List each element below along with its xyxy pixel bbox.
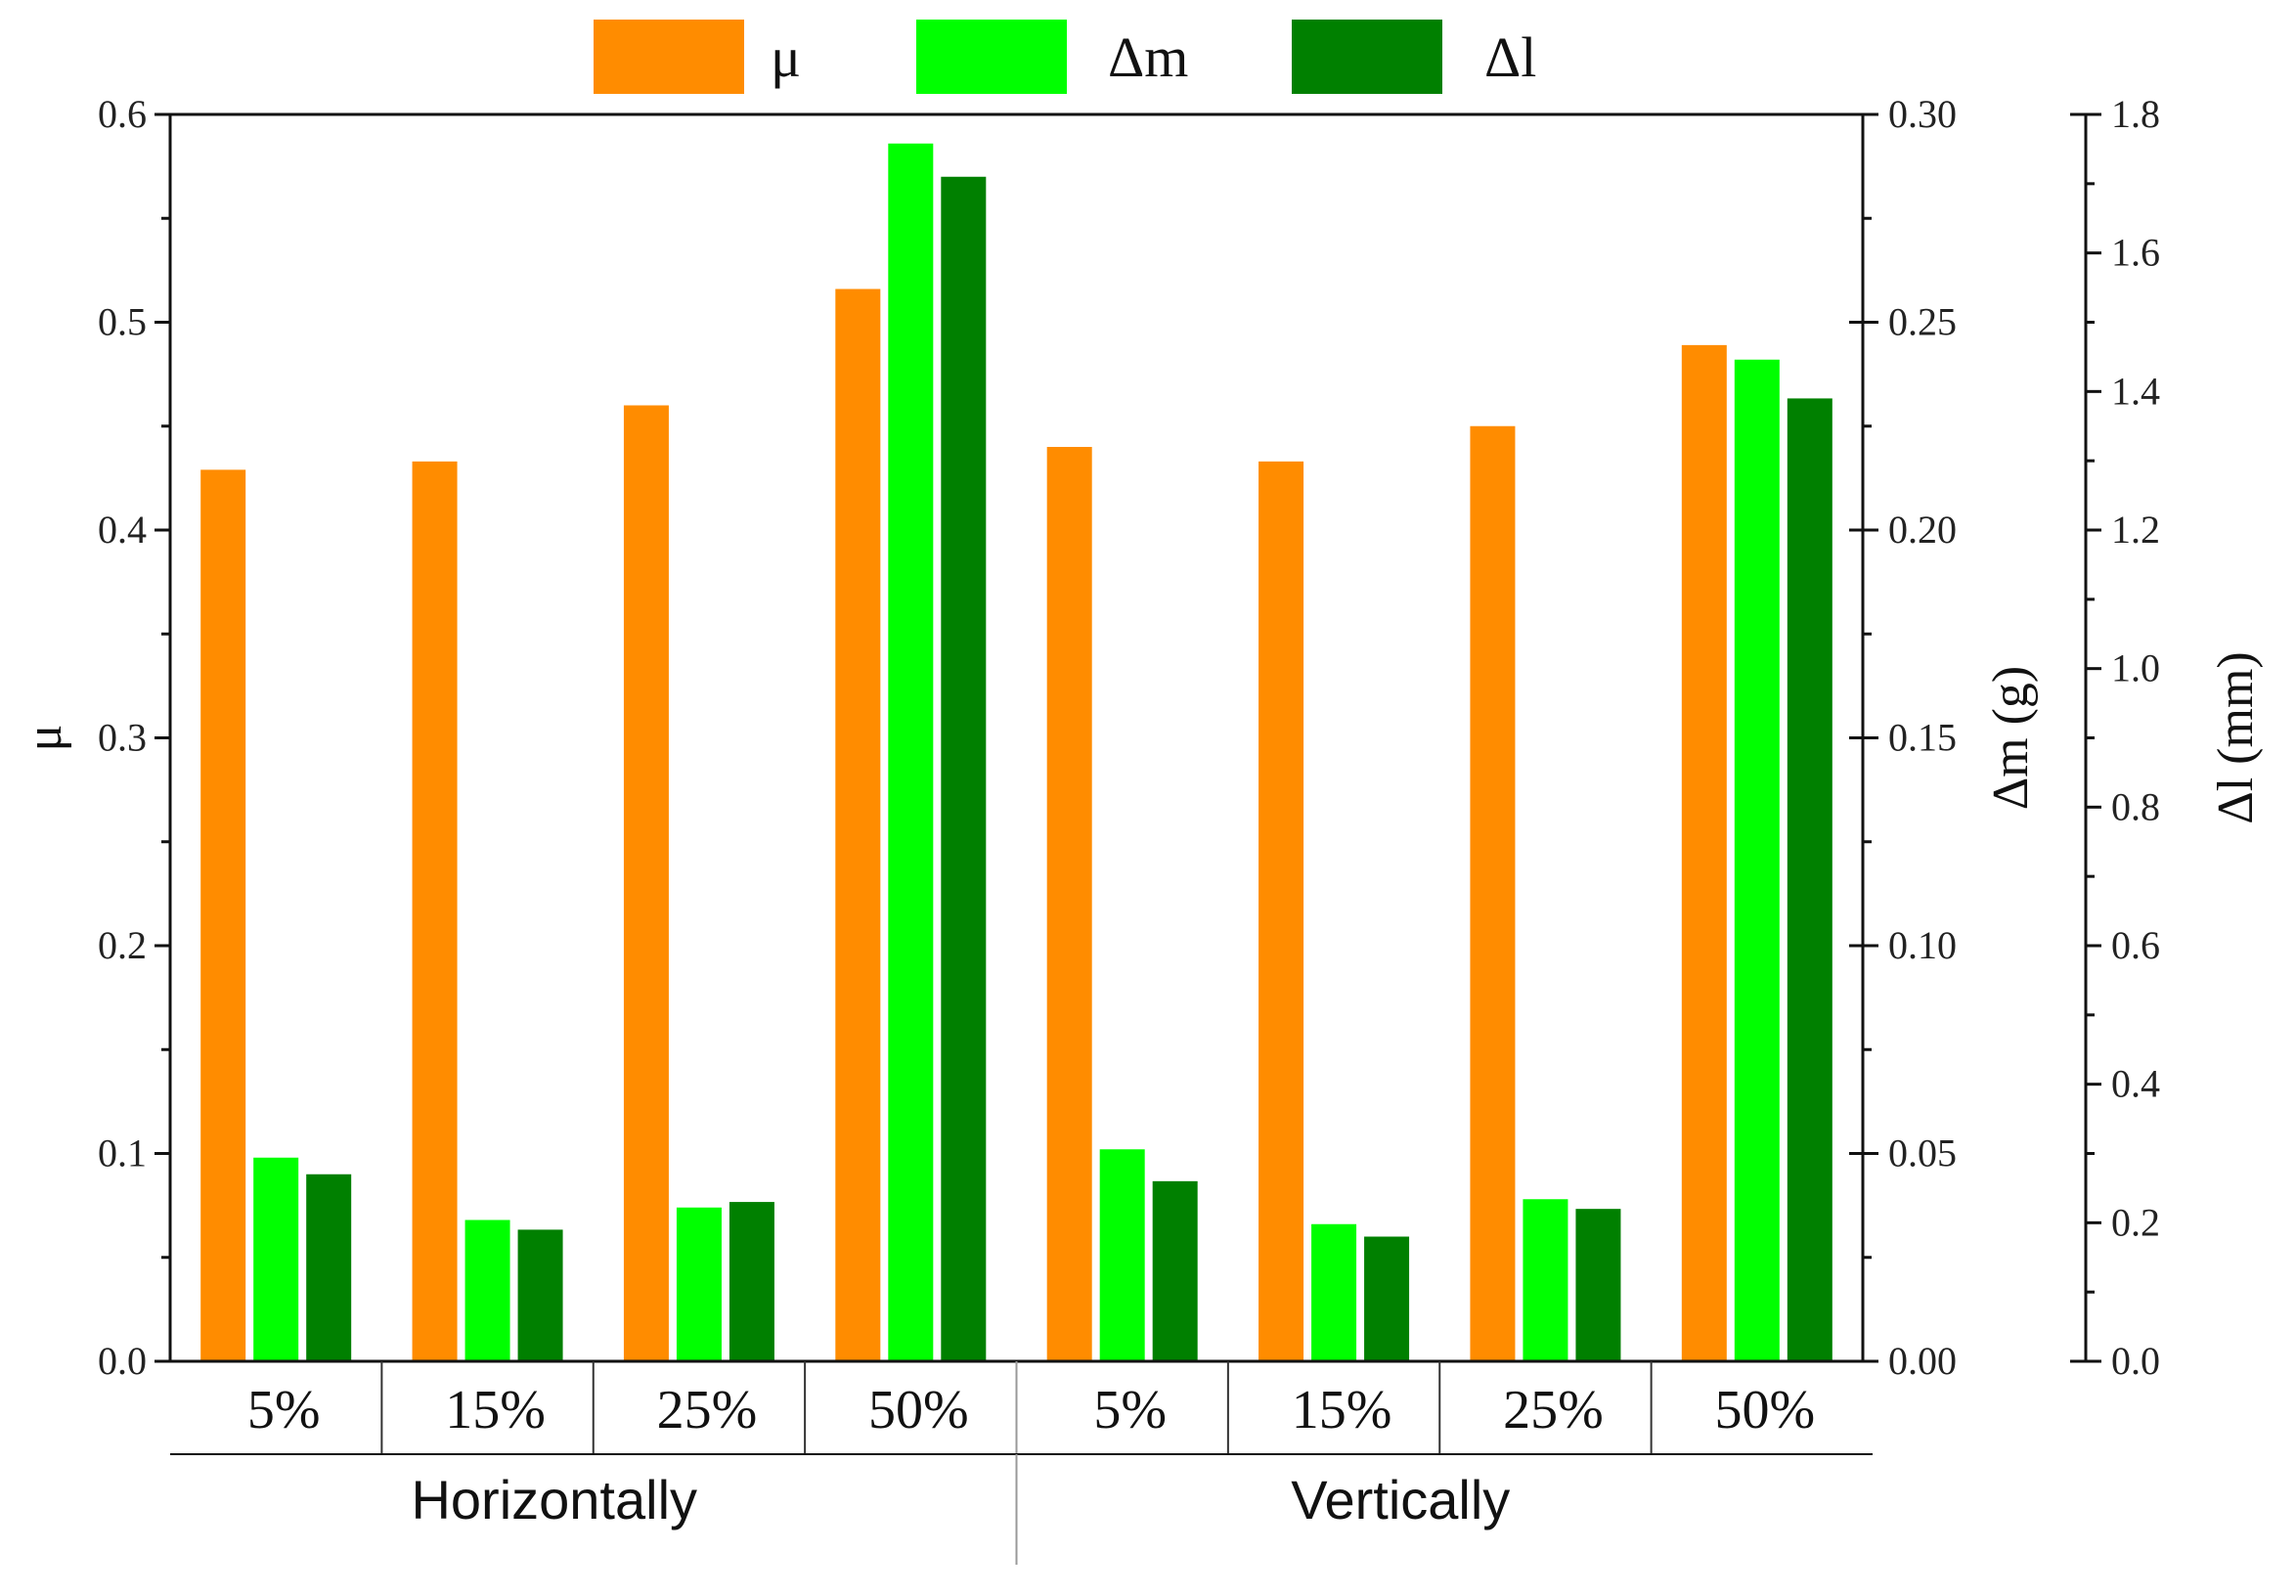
bar-mu bbox=[1046, 447, 1092, 1361]
bar-mu bbox=[1258, 461, 1304, 1361]
y-left-tick-label: 0.4 bbox=[98, 508, 147, 552]
y-right1-tick-label: 0.10 bbox=[1888, 923, 1957, 967]
bar-mu bbox=[1681, 344, 1727, 1361]
y-left-tick-label: 0.2 bbox=[98, 923, 147, 967]
x-category-label: 15% bbox=[445, 1380, 546, 1441]
x-category-label: 50% bbox=[1714, 1380, 1815, 1441]
y-left-tick-label: 0.3 bbox=[98, 716, 147, 760]
y-right1-tick-label: 0.15 bbox=[1888, 716, 1957, 760]
y-right2-tick-label: 0.8 bbox=[2111, 784, 2160, 828]
legend-swatch bbox=[1292, 20, 1442, 94]
y-right2-axis-title: Δl (mm) bbox=[2208, 651, 2264, 823]
y-right1-tick-label: 0.25 bbox=[1888, 300, 1957, 344]
legend-label: Δl bbox=[1484, 25, 1536, 89]
bar-dl bbox=[941, 176, 987, 1361]
bar-mu bbox=[1470, 425, 1516, 1361]
x-category-label: 5% bbox=[247, 1380, 321, 1441]
x-category-label: 5% bbox=[1093, 1380, 1167, 1441]
y-right1-tick-label: 0.00 bbox=[1888, 1339, 1957, 1383]
x-category-label: 25% bbox=[1503, 1380, 1604, 1441]
x-category-label: 25% bbox=[657, 1380, 758, 1441]
legend-swatch bbox=[594, 20, 744, 94]
bar-dm bbox=[253, 1157, 299, 1361]
y-right2-tick-label: 0.2 bbox=[2111, 1200, 2160, 1244]
x-group-label: Horizontally bbox=[411, 1469, 697, 1530]
y-right2-tick-label: 1.4 bbox=[2111, 369, 2160, 413]
category-labels: 5% 15% 25% 50% 5% 15% 25% 50% Horizontally Vertic… bbox=[170, 1361, 1873, 1565]
y-left-tick-label: 0.1 bbox=[98, 1131, 147, 1175]
x-category-label: 50% bbox=[868, 1380, 969, 1441]
y-left-tick-label: 0.5 bbox=[98, 300, 147, 344]
legend: μ Δm Δl bbox=[594, 20, 1536, 94]
bar-dl bbox=[1787, 398, 1832, 1362]
bar-mu bbox=[835, 288, 881, 1361]
y-right1-axis-title: Δm (g) bbox=[1983, 666, 2039, 811]
y-left-axis-title: μ bbox=[17, 725, 72, 752]
y-right2-tick-label: 1.2 bbox=[2111, 508, 2160, 552]
bar-dl bbox=[306, 1174, 352, 1361]
bar-dl bbox=[517, 1229, 563, 1361]
bar-dm bbox=[1734, 359, 1780, 1361]
axes: 0.0 0.1 0.2 0.3 0.4 0.5 0.6 μ 0.00 0.05 0.10 0.15 0.… bbox=[17, 92, 2264, 1383]
bar-dm bbox=[1099, 1149, 1145, 1361]
y-right2-tick-label: 0.4 bbox=[2111, 1062, 2160, 1106]
bar-dl bbox=[1152, 1180, 1198, 1361]
bar-dm bbox=[1523, 1199, 1568, 1361]
y-right1-tick-label: 0.30 bbox=[1888, 92, 1957, 136]
bar-dm bbox=[676, 1207, 722, 1361]
y-left-tick-label: 0.6 bbox=[98, 92, 147, 136]
y-right2-tick-label: 0.6 bbox=[2111, 923, 2160, 967]
bar-dl bbox=[1575, 1209, 1621, 1361]
bar-mu bbox=[200, 469, 246, 1361]
x-group-label: Vertically bbox=[1291, 1469, 1510, 1530]
y-right2-tick-label: 1.8 bbox=[2111, 92, 2160, 136]
y-right1-tick-label: 0.20 bbox=[1888, 508, 1957, 552]
x-category-label: 15% bbox=[1292, 1380, 1392, 1441]
y-right2-tick-label: 1.6 bbox=[2111, 231, 2160, 275]
legend-swatch bbox=[916, 20, 1067, 94]
legend-label: Δm bbox=[1108, 25, 1188, 89]
bar-dl bbox=[1364, 1236, 1410, 1361]
bar-mu bbox=[412, 461, 458, 1361]
y-right2-tick-label: 0.0 bbox=[2111, 1339, 2160, 1383]
bar-dm bbox=[888, 143, 934, 1361]
y-left-tick-label: 0.0 bbox=[98, 1339, 147, 1383]
bar-dm bbox=[1311, 1223, 1357, 1361]
bar-mu bbox=[623, 405, 669, 1361]
bars bbox=[200, 143, 1832, 1362]
legend-label: μ bbox=[771, 25, 801, 89]
y-right1-tick-label: 0.05 bbox=[1888, 1131, 1957, 1175]
bar-dl bbox=[729, 1202, 774, 1361]
y-right2-tick-label: 1.0 bbox=[2111, 646, 2160, 690]
bar-dm bbox=[464, 1219, 510, 1361]
